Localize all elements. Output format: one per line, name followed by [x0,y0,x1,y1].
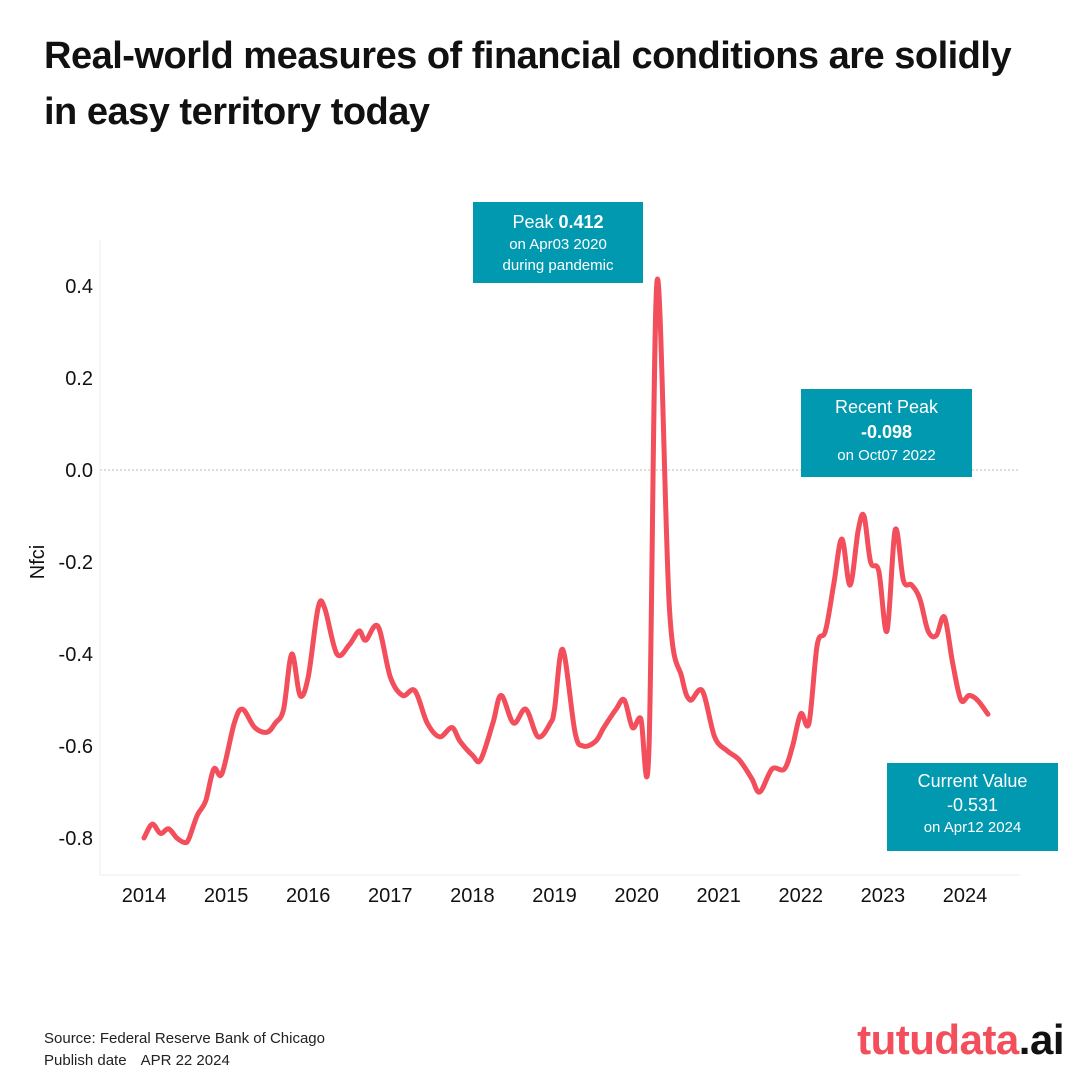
x-tick-label: 2016 [286,885,331,907]
series-line-nfci [141,276,991,846]
current-label: Current Value [917,771,1028,791]
x-tick-labels: 2014 2015 2016 2017 2018 2019 2020 2021 2022 2023… [122,885,988,907]
source-text: Source: Federal Reserve Bank of Chicago [44,1030,325,1047]
y-tick-label: 0.2 [65,368,93,390]
x-tick-label: 2019 [532,885,577,907]
x-tick-label: 2023 [861,885,906,907]
x-tick-label: 2017 [368,885,413,907]
recent-peak-label: Recent Peak [834,397,939,417]
publish-date-row: Publish date APR 22 2024 [44,1050,325,1072]
footer: Source: Federal Reserve Bank of Chicago … [44,1028,325,1072]
peak-value: 0.412 [558,212,604,232]
x-tick-label: 2018 [450,885,495,907]
x-tick-label: 2021 [696,885,741,907]
peak-callout: Peak 0.412 on Apr03 2020 during pandemic [473,202,643,283]
y-tick-label: -0.2 [59,552,93,574]
x-tick-label: 2014 [122,885,167,907]
y-tick-label: -0.8 [59,828,93,850]
y-tick-label: 0.0 [65,460,93,482]
current-date: on Apr12 2024 [923,819,1022,836]
y-tick-label: -0.4 [59,644,93,666]
grid-layer [99,240,1020,876]
y-tick-label: 0.4 [65,276,93,298]
current-value-callout: Current Value -0.531 on Apr12 2024 [887,763,1058,851]
publish-date-label: Publish date [44,1052,127,1069]
x-tick-label: 2024 [943,885,988,907]
publish-date-value: APR 22 2024 [140,1052,230,1069]
peak-label: Peak [512,212,554,232]
brand-logo: tutudata.ai [857,1016,1064,1064]
recent-peak-callout: Recent Peak -0.098 on Oct07 2022 [801,389,972,477]
y-tick-labels: 0.4 0.2 0.0 -0.2 -0.4 -0.6 -0.8 [59,276,93,850]
y-axis-label: Nfci [27,545,49,579]
peak-date: on Apr03 2020 [509,236,607,253]
current-value: -0.531 [946,795,999,815]
recent-peak-date: on Oct07 2022 [837,447,936,464]
x-tick-label: 2022 [779,885,824,907]
chart-title: Real-world measures of financial conditi… [44,35,1012,133]
peak-note: during pandemic [502,257,614,274]
y-tick-label: -0.6 [59,736,93,758]
x-tick-label: 2020 [614,885,659,907]
x-tick-label: 2015 [204,885,249,907]
recent-peak-value: -0.098 [860,422,913,442]
brand-name: tutudata [857,1016,1019,1063]
brand-suffix: .ai [1018,1016,1065,1063]
